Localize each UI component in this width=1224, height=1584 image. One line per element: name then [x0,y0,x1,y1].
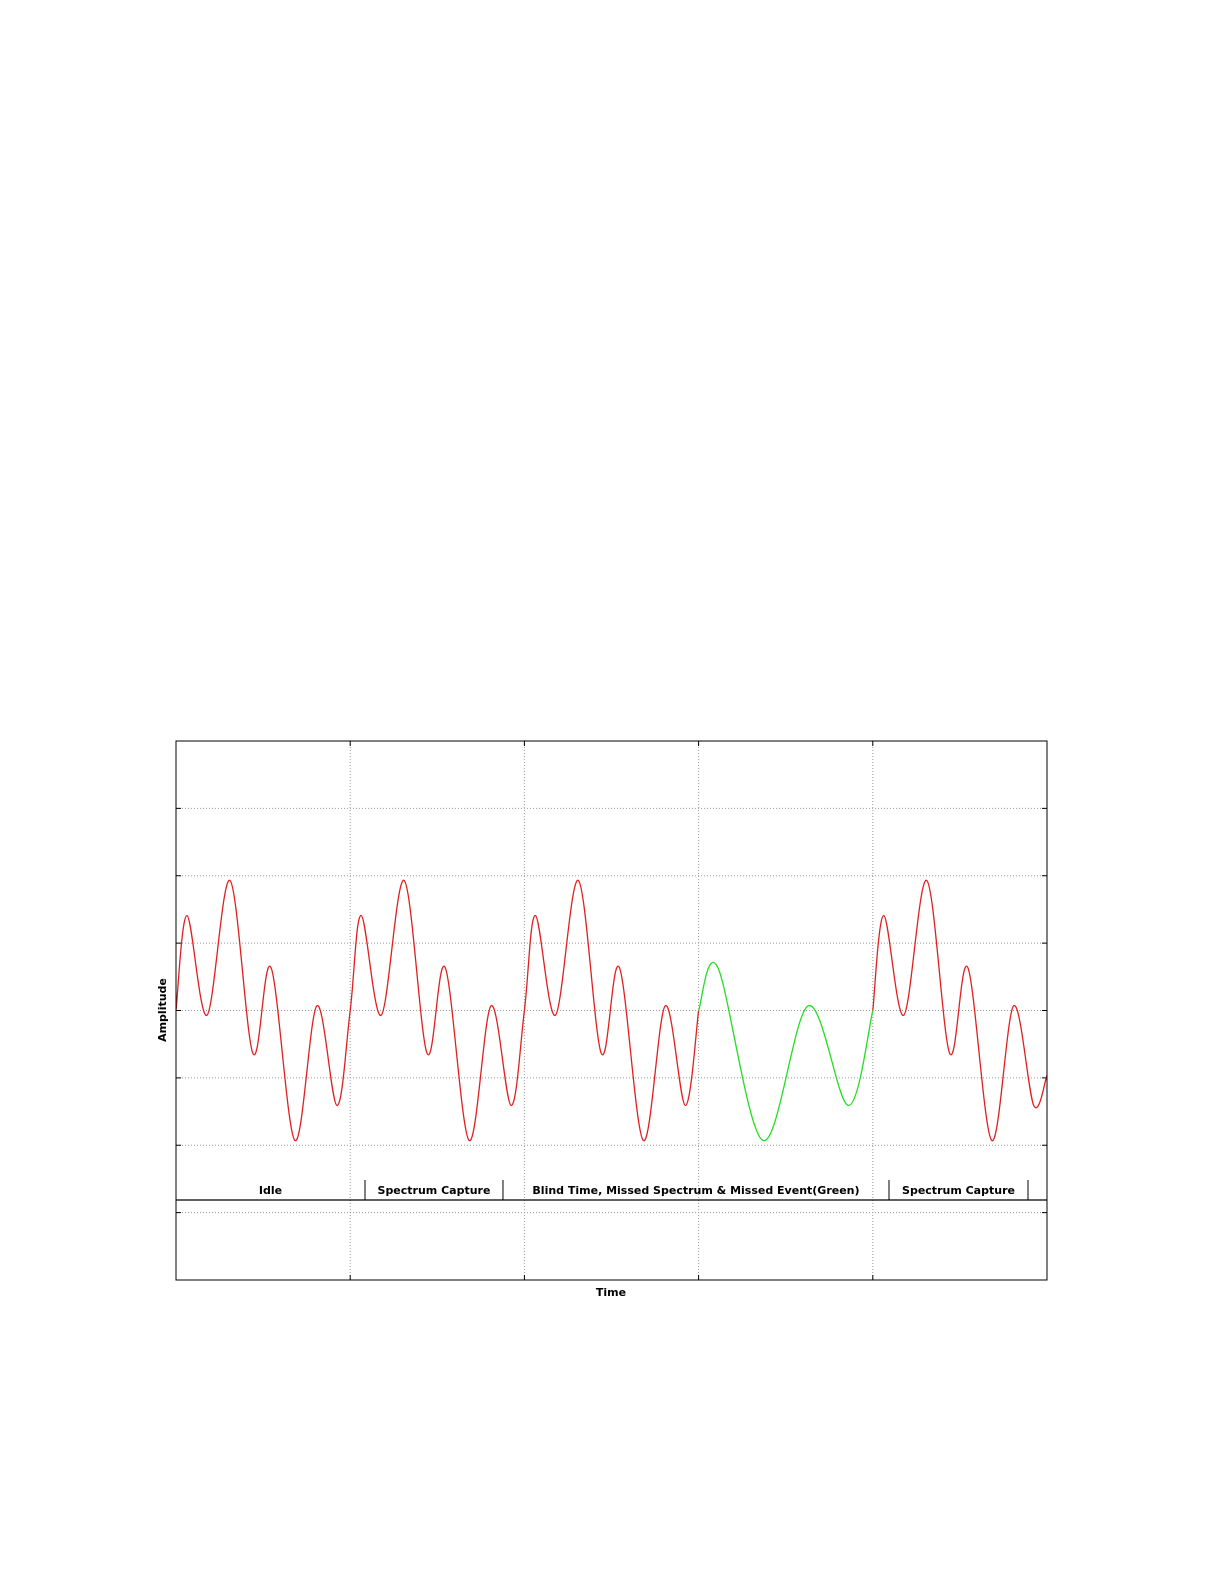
x-axis-label: Time [596,1286,626,1299]
signal-line [175,879,700,1142]
y-axis-label: Amplitude [156,978,169,1042]
signal-line [697,962,874,1142]
signal-line [872,879,1048,1142]
plot-frame [175,740,1048,1281]
segment-label: Idle [259,1184,282,1197]
segment-label: Spectrum Capture [902,1184,1015,1197]
segment-label: Blind Time, Missed Spectrum & Missed Eve… [532,1184,859,1197]
segment-label: Spectrum Capture [378,1184,491,1197]
